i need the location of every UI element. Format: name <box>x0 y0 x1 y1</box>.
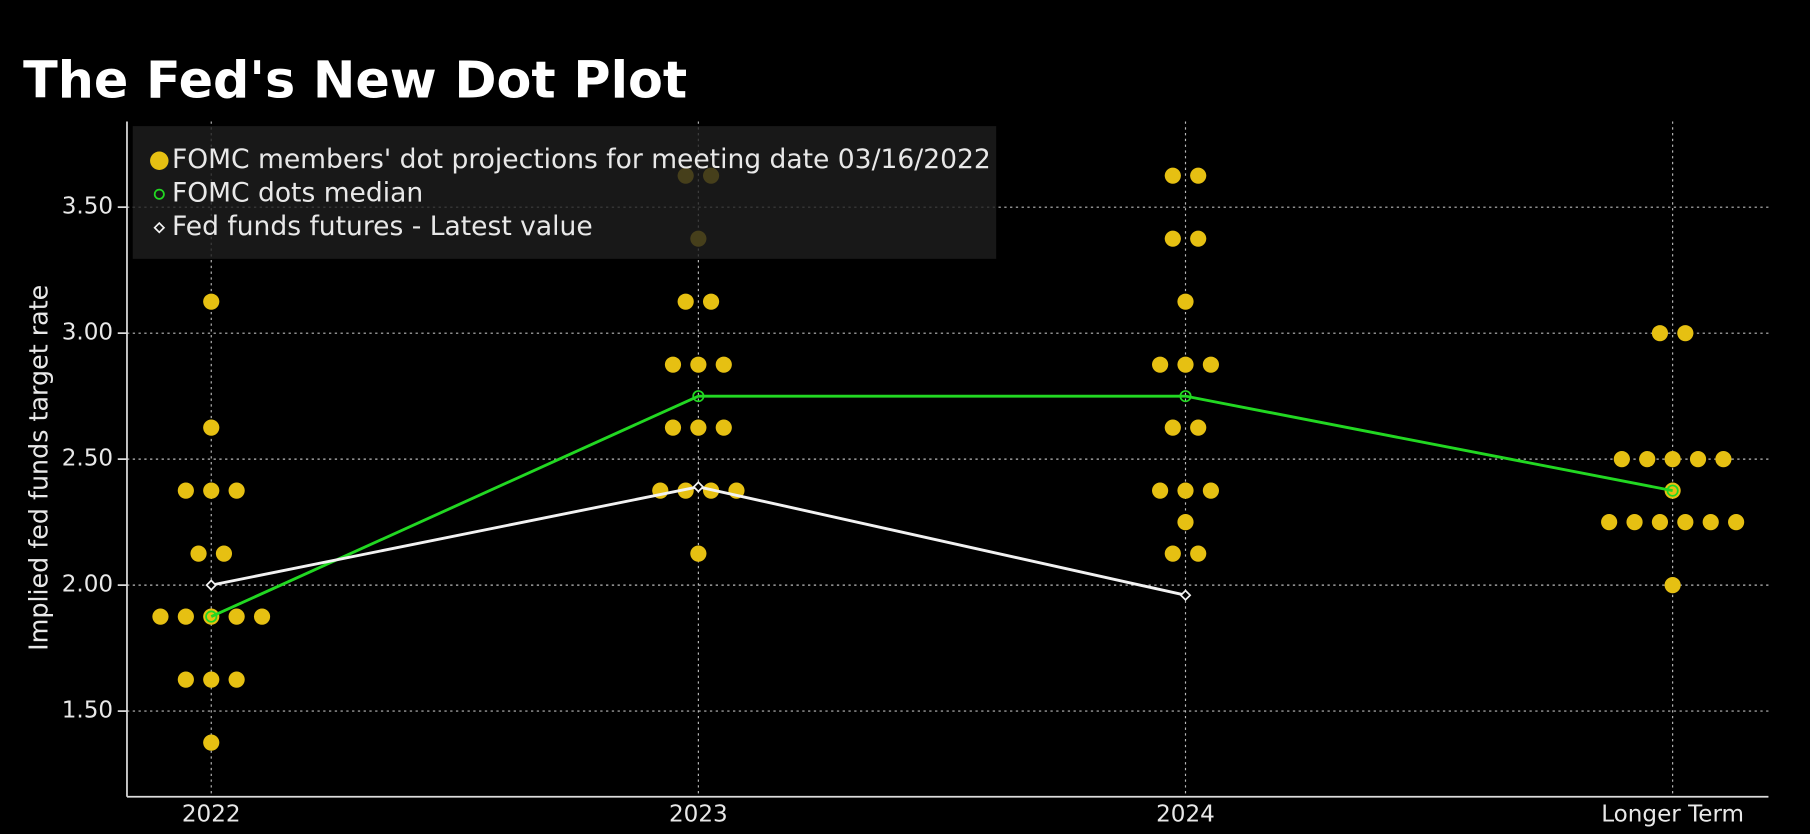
dot <box>1152 356 1169 373</box>
futures-marker <box>692 481 705 493</box>
y-tick-label: 3.50 <box>62 194 113 220</box>
dot <box>203 734 220 751</box>
x-tick-label: 2024 <box>1156 802 1215 828</box>
median-marker <box>1179 390 1192 403</box>
dot <box>1177 356 1194 373</box>
dot <box>1664 451 1681 468</box>
dot <box>177 608 194 625</box>
dot <box>228 608 245 625</box>
dot <box>1164 167 1181 184</box>
legend-label: FOMC members' dot projections for meetin… <box>172 144 991 175</box>
dot <box>1651 325 1669 342</box>
dot <box>152 608 169 625</box>
dot <box>664 356 682 373</box>
dot <box>1164 419 1181 436</box>
x-tick-label: Longer Term <box>1601 802 1744 828</box>
dot <box>1613 451 1630 468</box>
dot <box>1677 325 1694 342</box>
futures-marker <box>1179 589 1192 602</box>
median-marker <box>692 390 705 403</box>
x-tick-label: 2022 <box>182 802 241 828</box>
y-tick-label: 1.50 <box>62 698 113 724</box>
dot <box>1639 451 1656 468</box>
dot <box>1728 514 1745 531</box>
dot <box>1177 482 1194 499</box>
dot <box>203 419 220 436</box>
dot <box>715 356 732 373</box>
dot <box>190 545 207 562</box>
dot <box>1689 451 1707 468</box>
dot <box>1626 514 1643 531</box>
legend-swatch <box>153 221 166 234</box>
dot <box>215 545 233 562</box>
dot <box>177 671 194 688</box>
dot <box>1601 514 1618 531</box>
legend-swatch <box>150 151 169 170</box>
dot <box>1715 451 1732 468</box>
dot <box>1702 514 1719 531</box>
dot <box>1677 514 1694 531</box>
dot <box>253 608 271 625</box>
dot <box>228 482 245 499</box>
dot <box>690 545 707 562</box>
median-marker <box>205 610 218 623</box>
dot <box>1190 419 1207 436</box>
series-line <box>210 394 1673 618</box>
y-tick-label: 3.00 <box>62 320 113 346</box>
dot <box>715 419 732 436</box>
dot <box>1164 230 1181 247</box>
dot <box>677 293 694 310</box>
legend: FOMC members' dot projections for meetin… <box>132 126 997 259</box>
dot <box>1152 482 1169 499</box>
dot <box>1651 514 1669 531</box>
dot <box>1664 577 1681 594</box>
futures-marker <box>205 579 218 591</box>
x-tick-label: 2023 <box>669 802 728 828</box>
legend-label: FOMC dots median <box>172 178 423 209</box>
dot <box>690 419 707 436</box>
dot <box>1202 356 1219 373</box>
dot <box>177 482 194 499</box>
dot <box>203 482 220 499</box>
dot <box>702 293 720 310</box>
dot <box>1202 482 1219 499</box>
dot <box>203 671 220 688</box>
dot <box>1190 545 1207 562</box>
y-tick-label: 2.50 <box>62 446 113 472</box>
median-marker <box>1666 484 1679 497</box>
dot <box>1177 293 1194 310</box>
dot <box>1190 167 1207 184</box>
dot <box>690 356 707 373</box>
legend-label: Fed funds futures - Latest value <box>172 211 593 242</box>
y-axis-label: Implied fed funds target rate <box>23 285 53 651</box>
dot <box>664 419 682 436</box>
dot <box>1190 230 1207 247</box>
legend-box <box>132 126 997 259</box>
chart-title: The Fed's New Dot Plot <box>23 50 687 109</box>
dot <box>203 293 220 310</box>
dot <box>228 671 245 688</box>
y-tick-label: 2.00 <box>62 572 113 598</box>
dot <box>1164 545 1181 562</box>
dot <box>1177 514 1194 531</box>
legend-swatch <box>153 188 165 200</box>
